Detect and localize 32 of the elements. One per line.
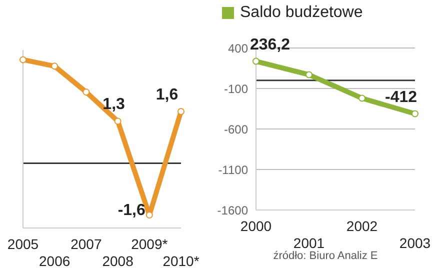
y-tick-label: -100 <box>224 82 248 96</box>
x-tick-label: 2006 <box>39 253 70 268</box>
point <box>114 118 122 125</box>
point <box>51 62 58 70</box>
data-label: 236,2 <box>250 36 290 54</box>
point <box>306 71 312 78</box>
x-tick-label: 2000 <box>240 218 272 234</box>
x-tick-label: 2009* <box>131 236 168 252</box>
point <box>358 94 366 102</box>
point <box>178 108 184 115</box>
data-label: 1,6 <box>156 86 178 104</box>
x-tick-label: 2010* <box>162 253 200 268</box>
text: źródło: Biuro Analiz E <box>272 250 379 264</box>
point <box>82 88 90 96</box>
point <box>252 58 260 65</box>
data-label: -1,6 <box>118 202 146 220</box>
x-tick-label: 2008 <box>102 253 134 268</box>
y-tick-label: 400 <box>228 41 248 56</box>
data-label: -412 <box>384 88 418 106</box>
point <box>146 212 153 219</box>
data-label: 1,3 <box>102 96 126 114</box>
y-tick-label: -1600 <box>217 203 248 218</box>
point <box>412 110 418 118</box>
x-tick-label: 2002 <box>346 218 378 234</box>
y-tick-label: -600 <box>224 122 248 136</box>
x-tick-label: 2005 <box>7 236 39 252</box>
y-tick-label: -1100 <box>218 162 248 177</box>
x-tick-label: 2001 <box>293 235 325 251</box>
legend-label: Saldo budżetowe <box>240 4 363 22</box>
x-tick-label: 2003 <box>399 235 431 251</box>
x-tick-label: 2007 <box>70 236 102 252</box>
point <box>20 56 26 64</box>
